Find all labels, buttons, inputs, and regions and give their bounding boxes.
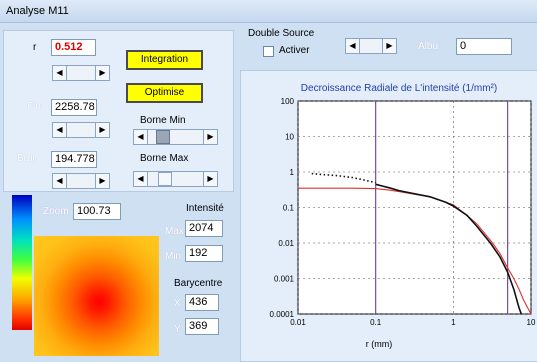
- x-field[interactable]: 436: [185, 294, 219, 311]
- r-spinner[interactable]: ◀ ▶: [52, 65, 110, 81]
- chevron-right-icon[interactable]: ▶: [203, 172, 217, 186]
- intensite-label: Intensité: [186, 203, 224, 214]
- flu-spinner[interactable]: ◀ ▶: [52, 122, 110, 138]
- activer-checkbox[interactable]: [263, 46, 274, 57]
- chart-title: Decroissance Radiale de L'intensité (1/m…: [301, 83, 497, 94]
- max-label: Max: [165, 226, 184, 237]
- y-tick-label: 100: [281, 97, 295, 106]
- y-tick-label: 0.1: [283, 204, 295, 213]
- chevron-left-icon[interactable]: ◀: [53, 174, 67, 188]
- chevron-left-icon[interactable]: ◀: [53, 66, 67, 80]
- bruit-spinner[interactable]: ◀ ▶: [52, 173, 110, 189]
- double-source-panel: Double Source Activer ◀ ▶ Albu 0: [238, 24, 534, 64]
- y-label: Y: [174, 324, 181, 335]
- zoom-label: Zoom: [43, 206, 69, 217]
- albu-label: Albu: [418, 41, 439, 52]
- borne-max-label: Borne Max: [140, 153, 189, 164]
- x-tick-label: 1: [451, 318, 456, 327]
- x-tick-label: 0.1: [370, 318, 382, 327]
- slider-thumb[interactable]: [156, 130, 170, 144]
- y-tick-label: 0.01: [278, 239, 294, 248]
- barycentre-label: Barycentre: [174, 278, 223, 289]
- zoom-field[interactable]: 100.73: [73, 203, 121, 220]
- y-tick-label: 10: [285, 133, 294, 142]
- series-line: [375, 183, 523, 315]
- y-tick-label: 0.001: [274, 275, 295, 284]
- chevron-left-icon[interactable]: ◀: [53, 123, 67, 137]
- chevron-left-icon[interactable]: ◀: [134, 130, 148, 144]
- bruit-field[interactable]: 194.778: [51, 151, 97, 168]
- chart-panel: Decroissance Radiale de L'intensité (1/m…: [240, 70, 537, 362]
- chevron-right-icon[interactable]: ▶: [95, 66, 109, 80]
- chevron-left-icon[interactable]: ◀: [134, 172, 148, 186]
- y-field[interactable]: 369: [185, 318, 219, 335]
- x-tick-label: 0.01: [290, 318, 306, 327]
- slider-thumb[interactable]: [158, 172, 172, 186]
- chevron-left-icon[interactable]: ◀: [346, 39, 360, 53]
- chevron-right-icon[interactable]: ▶: [382, 39, 396, 53]
- title-bar: Analyse M11: [0, 0, 537, 23]
- radial-decay-chart: Decroissance Radiale de L'intensité (1/m…: [270, 83, 536, 349]
- params-panel: r 0.512 ◀ ▶ Flu 2258.78 ◀ ▶ Bruit 194.778 …: [3, 30, 234, 192]
- chevron-right-icon[interactable]: ▶: [203, 130, 217, 144]
- window-title: Analyse M11: [6, 5, 69, 17]
- double-source-title: Double Source: [248, 28, 315, 39]
- series-line: [311, 172, 376, 184]
- r-label: r: [33, 42, 37, 53]
- intensity-image: [34, 236, 159, 356]
- activer-label[interactable]: Activer: [279, 45, 310, 56]
- y-tick-label: 0.0001: [270, 310, 295, 319]
- max-field[interactable]: 2074: [185, 220, 223, 237]
- min-field[interactable]: 192: [185, 245, 223, 262]
- chevron-right-icon[interactable]: ▶: [95, 174, 109, 188]
- double-source-spinner[interactable]: ◀ ▶: [345, 38, 397, 54]
- borne-max-slider[interactable]: ◀ ▶: [133, 171, 218, 187]
- x-tick-label: 10: [527, 318, 536, 327]
- chevron-right-icon[interactable]: ▶: [95, 123, 109, 137]
- x-axis-label: r (mm): [366, 339, 393, 349]
- borne-min-label: Borne Min: [140, 115, 186, 126]
- x-label: X: [174, 298, 181, 309]
- borne-min-slider[interactable]: ◀ ▶: [133, 129, 218, 145]
- color-scale-bar: [12, 195, 32, 330]
- integration-button[interactable]: Integration: [126, 50, 203, 70]
- y-tick-label: 1: [290, 168, 295, 177]
- flu-field[interactable]: 2258.78: [51, 99, 97, 116]
- bruit-label: Bruit: [17, 153, 38, 164]
- min-label: Min: [165, 251, 182, 262]
- optimise-button[interactable]: Optimise: [126, 83, 203, 103]
- r-field[interactable]: 0.512: [51, 39, 96, 56]
- image-panel: Zoom 100.73 Intensité Max 2074 Min 192 B…: [34, 194, 234, 356]
- albu-field[interactable]: 0: [456, 38, 512, 55]
- flu-label: Flu: [27, 101, 41, 112]
